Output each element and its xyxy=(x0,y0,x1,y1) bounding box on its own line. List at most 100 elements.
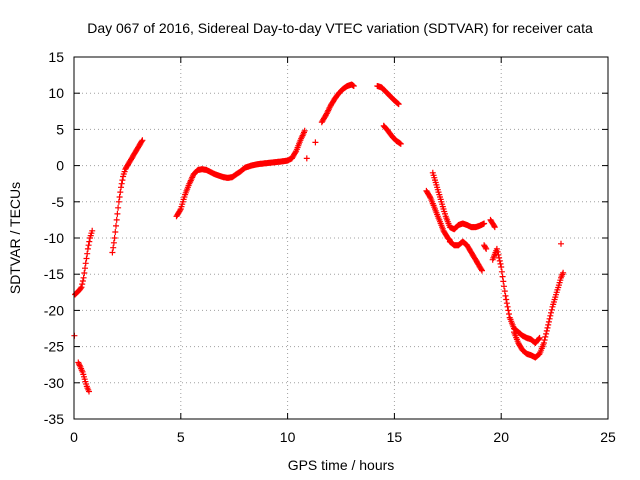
data-point xyxy=(500,278,507,285)
grid-lines xyxy=(74,57,608,419)
chart-title: Day 067 of 2016, Sidereal Day-to-day VTE… xyxy=(87,20,593,36)
data-point xyxy=(497,260,504,267)
data-point xyxy=(77,285,84,292)
data-point xyxy=(536,334,543,341)
data-point xyxy=(482,244,489,251)
data-point xyxy=(84,245,91,252)
x-axis-label: GPS time / hours xyxy=(288,457,395,473)
data-point xyxy=(118,180,125,187)
data-point xyxy=(110,244,117,251)
data-point xyxy=(544,324,551,331)
data-point xyxy=(496,257,503,264)
data-point xyxy=(548,309,554,316)
data-point xyxy=(113,216,120,223)
data-point xyxy=(547,312,554,319)
data-point xyxy=(505,307,512,314)
data-point xyxy=(481,220,488,227)
data-point xyxy=(504,303,511,310)
data-point xyxy=(506,311,512,317)
y-tick-labels: -35 -30 -25 -20 -15 -10 -5 0 5 10 15 xyxy=(44,49,64,427)
y-tick-label: -5 xyxy=(52,194,65,210)
data-point xyxy=(501,288,508,295)
data-point xyxy=(479,267,485,274)
data-point xyxy=(301,127,308,134)
data-point xyxy=(119,177,126,184)
x-tick-label: 20 xyxy=(493,429,509,445)
data-point xyxy=(495,251,502,258)
data-point xyxy=(542,333,549,340)
data-point xyxy=(79,281,86,288)
data-point xyxy=(503,300,510,307)
x-tick-label: 5 xyxy=(177,429,185,445)
y-tick-label: 5 xyxy=(56,121,64,137)
y-tick-label: -30 xyxy=(44,375,64,391)
data-point xyxy=(112,229,119,235)
data-point xyxy=(177,207,184,214)
data-point xyxy=(535,335,542,342)
data-point xyxy=(540,340,547,346)
data-point xyxy=(558,240,564,247)
data-point xyxy=(115,198,122,205)
y-tick-label: -35 xyxy=(44,411,64,427)
data-point xyxy=(491,222,498,229)
y-tick-label: -15 xyxy=(44,266,64,282)
axis-ticks xyxy=(73,56,609,420)
data-point xyxy=(109,249,116,256)
data-point xyxy=(85,242,92,249)
data-point xyxy=(397,140,404,147)
x-tick-labels: 0 5 10 15 20 25 xyxy=(70,429,616,445)
data-point xyxy=(545,321,552,328)
data-point xyxy=(541,337,548,343)
data-point xyxy=(86,388,92,395)
data-point xyxy=(496,254,503,261)
x-tick-label: 25 xyxy=(600,429,616,445)
data-point xyxy=(84,250,91,257)
data-point xyxy=(498,264,505,270)
data-point xyxy=(139,137,146,144)
data-point xyxy=(498,268,505,275)
data-point xyxy=(478,266,485,273)
data-point xyxy=(118,184,124,191)
data-point xyxy=(117,189,124,196)
y-tick-label: 10 xyxy=(48,85,64,101)
data-point xyxy=(483,245,490,252)
data-point xyxy=(110,239,117,246)
data-point xyxy=(548,306,555,313)
x-tick-label: 15 xyxy=(387,429,403,445)
data-point xyxy=(138,138,145,145)
data-points xyxy=(71,81,567,395)
data-point xyxy=(83,255,90,262)
data-point xyxy=(491,224,498,231)
data-point xyxy=(303,155,310,162)
data-point xyxy=(89,227,96,234)
data-point xyxy=(543,327,550,334)
data-point xyxy=(82,260,89,267)
x-tick-label: 10 xyxy=(280,429,296,445)
data-point xyxy=(82,265,88,272)
data-point xyxy=(116,194,123,200)
data-point xyxy=(501,283,507,290)
y-tick-label: -10 xyxy=(44,230,64,246)
data-point xyxy=(502,292,509,299)
data-point xyxy=(494,248,501,255)
y-tick-label: -20 xyxy=(44,302,64,318)
data-point xyxy=(499,273,506,280)
x-tick-label: 0 xyxy=(70,429,78,445)
y-tick-label: 15 xyxy=(48,49,64,65)
data-point xyxy=(543,330,550,337)
data-point xyxy=(78,284,85,291)
data-point xyxy=(350,83,357,89)
data-point xyxy=(312,139,319,146)
data-point xyxy=(115,204,122,211)
data-point xyxy=(80,274,87,281)
data-point xyxy=(86,238,93,245)
data-point xyxy=(560,269,567,276)
data-point xyxy=(546,315,553,322)
y-tick-label: 0 xyxy=(56,158,64,174)
data-point xyxy=(395,101,402,108)
data-point xyxy=(81,270,88,276)
y-tick-label: -25 xyxy=(44,339,64,355)
y-axis-label: SDTVAR / TECUs xyxy=(7,182,23,294)
